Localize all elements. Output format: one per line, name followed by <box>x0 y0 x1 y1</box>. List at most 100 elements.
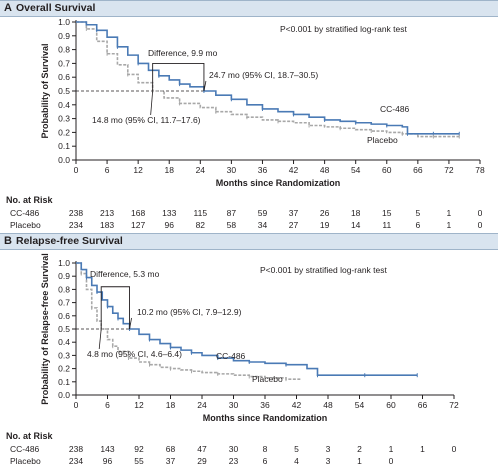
x-tick-label: 12 <box>133 165 143 175</box>
risk-cell: 1 <box>447 208 452 218</box>
panel-title: Relapse-free Survival <box>16 235 123 247</box>
y-tick-label: 0.8 <box>58 45 70 55</box>
risk-cell: 1 <box>420 444 425 454</box>
risk-cell: 0 <box>478 208 483 218</box>
treatment-median-label: 10.2 mo (95% CI, 7.9–12.9) <box>137 307 242 317</box>
placebo-series-label: Placebo <box>252 374 283 384</box>
relapse-free-survival-chart: 0.00.10.20.30.40.50.60.70.80.91.00 6 12 18 2… <box>6 253 459 466</box>
risk-row-label: Placebo <box>10 220 41 230</box>
x-tick-label: 54 <box>351 165 361 175</box>
placebo-series-label: Placebo <box>367 135 398 145</box>
risk-cell: 234 <box>69 456 83 466</box>
panel-header: B Relapse-free Survival <box>0 233 498 250</box>
difference-bracket <box>100 286 130 329</box>
risk-cell: 34 <box>258 220 268 230</box>
y-tick-label: 1.0 <box>58 258 70 268</box>
x-tick-label: 30 <box>227 165 237 175</box>
y-tick-label: 0.4 <box>58 337 70 347</box>
risk-cell: 238 <box>69 444 83 454</box>
treatment-median-leader <box>203 80 207 92</box>
y-tick-label: 0.8 <box>58 284 70 294</box>
y-tick-label: 0.6 <box>58 311 70 321</box>
y-tick-label: 0.0 <box>58 390 70 400</box>
x-tick-label: 72 <box>449 400 459 410</box>
risk-cell: 59 <box>258 208 268 218</box>
risk-cell: 1 <box>389 444 394 454</box>
cc486-series-label: CC-486 <box>216 351 246 361</box>
risk-cell: 23 <box>229 456 239 466</box>
x-tick-label: 48 <box>320 165 330 175</box>
risk-cell: 47 <box>197 444 207 454</box>
risk-row-label: CC-486 <box>10 208 40 218</box>
y-tick-label: 0.7 <box>58 298 70 308</box>
risk-cell: 213 <box>100 208 114 218</box>
y-tick-label: 1.0 <box>58 17 70 27</box>
risk-cell: 127 <box>131 220 145 230</box>
x-tick-label: 30 <box>229 400 239 410</box>
x-axis-label: Months since Randomization <box>203 413 328 423</box>
x-tick-label: 42 <box>292 400 302 410</box>
risk-cell: 0 <box>478 220 483 230</box>
difference-label: Difference, 9.9 mo <box>148 48 218 58</box>
y-tick-label: 0.0 <box>58 155 70 165</box>
overall-survival-chart: 0.00.10.20.30.40.50.60.70.80.91.00 6 12 18 2… <box>6 17 485 230</box>
x-tick-label: 24 <box>196 165 206 175</box>
x-tick-label: 42 <box>289 165 299 175</box>
difference-bracket <box>152 62 205 91</box>
risk-cell: 238 <box>69 208 83 218</box>
panel-letter: B <box>4 235 12 247</box>
y-tick-label: 0.1 <box>58 377 70 387</box>
x-tick-label: 0 <box>74 400 79 410</box>
risk-row-label: Placebo <box>10 456 41 466</box>
risk-cell: 143 <box>100 444 114 454</box>
risk-cell: 68 <box>166 444 176 454</box>
placebo-median-leader <box>150 90 154 116</box>
risk-cell: 92 <box>134 444 144 454</box>
treatment-median-label: 24.7 mo (95% CI, 18.7–30.5) <box>209 70 318 80</box>
risk-cell: 30 <box>229 444 239 454</box>
x-tick-label: 18 <box>166 400 176 410</box>
panel-title: Overall Survival <box>16 2 96 14</box>
x-tick-label: 72 <box>444 165 454 175</box>
risk-cell: 14 <box>351 220 361 230</box>
risk-cell: 82 <box>196 220 206 230</box>
risk-cell: 4 <box>294 456 299 466</box>
risk-cell: 26 <box>320 208 330 218</box>
risk-cell: 11 <box>382 220 391 230</box>
y-tick-label: 0.1 <box>58 141 70 151</box>
x-tick-label: 36 <box>260 400 270 410</box>
risk-cell: 5 <box>294 444 299 454</box>
x-tick-label: 6 <box>105 165 110 175</box>
y-tick-label: 0.2 <box>58 364 70 374</box>
x-tick-label: 0 <box>74 165 79 175</box>
risk-cell: 3 <box>326 444 331 454</box>
x-tick-label: 18 <box>164 165 174 175</box>
risk-cell: 37 <box>289 208 299 218</box>
x-tick-label: 54 <box>355 400 365 410</box>
risk-cell: 58 <box>227 220 237 230</box>
panel-header: A Overall Survival <box>0 0 498 17</box>
y-tick-label: 0.3 <box>58 114 70 124</box>
p-value-text: P<0.001 by stratified log-rank test <box>280 24 407 34</box>
risk-cell: 183 <box>100 220 114 230</box>
panel-letter: A <box>4 2 12 14</box>
risk-cell: 37 <box>166 456 176 466</box>
risk-cell: 234 <box>69 220 83 230</box>
relapse-free-survival-panel: B Relapse-free Survival 0.0 0.1 0.2 0.3 0.4 0… <box>0 233 500 466</box>
placebo-curve <box>76 21 460 138</box>
risk-cell: 15 <box>382 208 392 218</box>
risk-cell: 168 <box>131 208 145 218</box>
placebo-curve <box>76 262 302 380</box>
risk-cell: 0 <box>389 456 394 466</box>
x-tick-label: 66 <box>413 165 423 175</box>
cc486-series-label: CC-486 <box>380 104 410 114</box>
y-tick-label: 0.5 <box>58 324 70 334</box>
x-tick-label: 60 <box>382 165 392 175</box>
y-tick-label: 0.6 <box>58 72 70 82</box>
y-tick-label: 0.4 <box>58 100 70 110</box>
y-tick-label: 0.9 <box>58 31 70 41</box>
risk-cell: 27 <box>289 220 299 230</box>
y-axis-label: Probability of Relapse-free Survival <box>40 253 50 405</box>
x-axis-label: Months since Randomization <box>216 178 341 188</box>
x-tick-label: 48 <box>323 400 333 410</box>
